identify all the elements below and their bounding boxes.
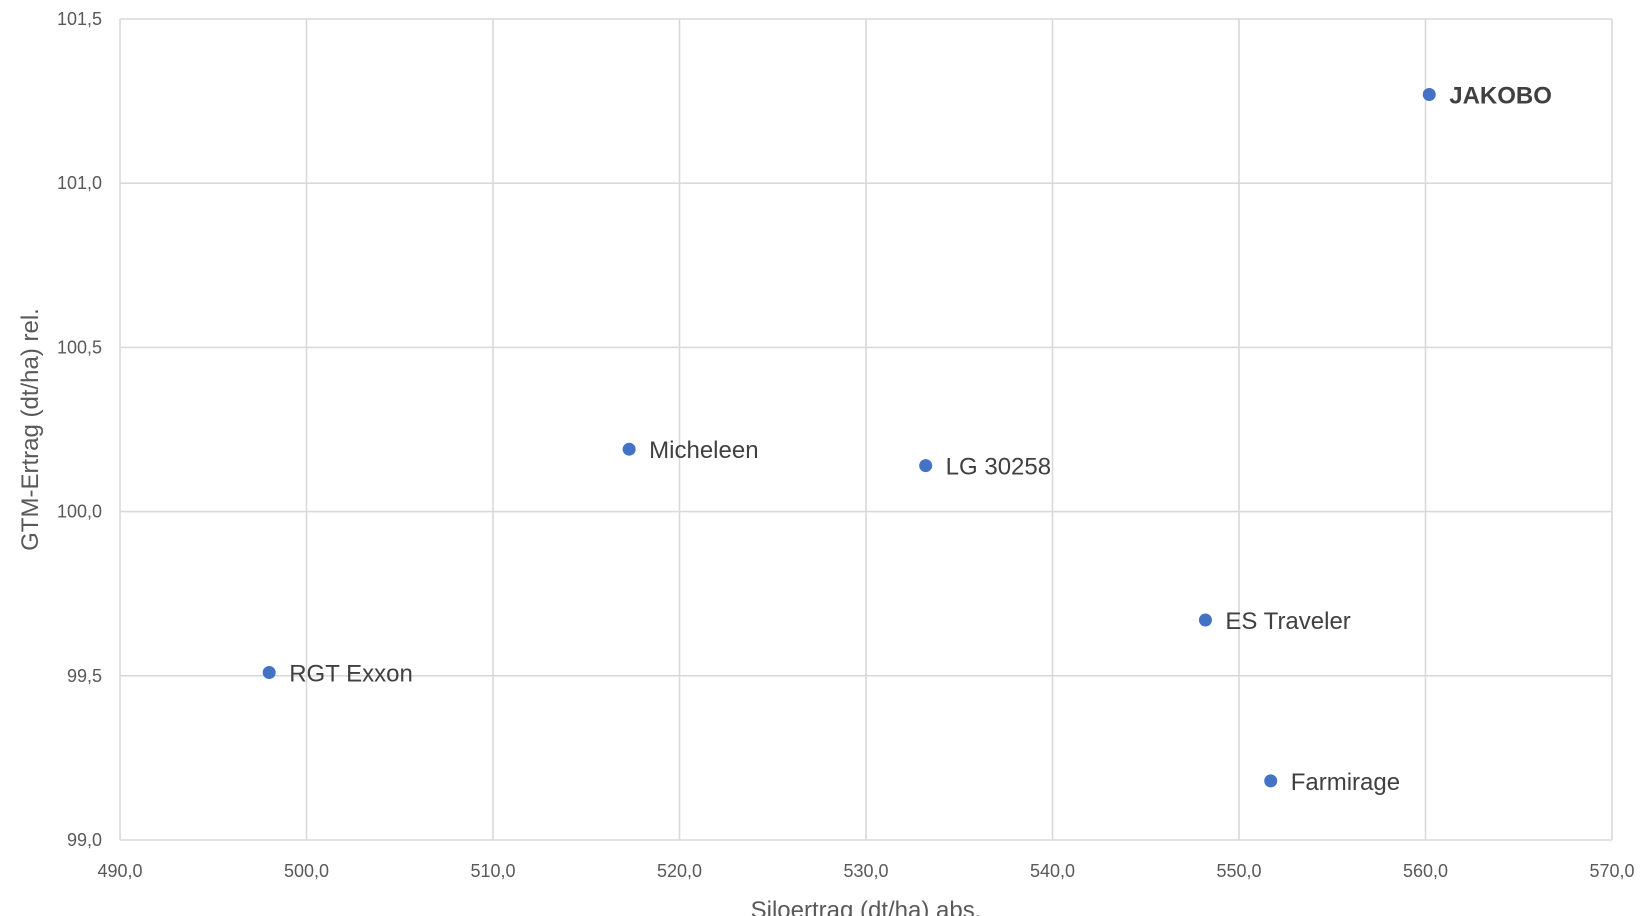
data-point [919,459,933,473]
data-point-label: LG 30258 [946,454,1051,481]
x-tick-label: 570,0 [1589,861,1634,881]
y-tick-label: 99,0 [67,830,102,850]
data-point-label: RGT Exxon [289,661,413,688]
data-point [1422,88,1436,102]
data-point-layer: JAKOBO Micheleen LG 30258 ES Traveler RGT Ex… [262,83,1552,796]
y-axis-title: GTM-Ertrag (dt/ha) rel. [17,308,44,551]
x-tick-label: 510,0 [470,861,515,881]
y-tick-label: 101,5 [57,9,102,29]
data-point [262,666,276,680]
x-tick-label: 540,0 [1030,861,1075,881]
data-point [622,442,636,456]
x-tick-label: 530,0 [843,861,888,881]
data-point-label: Micheleen [649,437,758,464]
x-tick-label: 550,0 [1216,861,1261,881]
y-tick-label: 100,0 [57,502,102,522]
grid-layer [119,18,1613,841]
data-point-label: JAKOBO [1449,83,1552,110]
data-point-label: ES Traveler [1225,608,1350,635]
x-tick-label: 500,0 [284,861,329,881]
x-tick-label: 520,0 [657,861,702,881]
tick-label-layer: 490,0 500,0 510,0 520,0 530,0 540,0 550,0 560,0… [57,9,1635,881]
x-axis-title: Siloertrag (dt/ha) abs. [751,897,982,916]
data-point [1198,613,1212,627]
y-tick-label: 100,5 [57,337,102,357]
data-point [1264,774,1278,788]
y-tick-label: 101,0 [57,173,102,193]
x-tick-label: 490,0 [97,861,142,881]
data-point-label: Farmirage [1291,769,1400,796]
x-tick-label: 560,0 [1403,861,1448,881]
y-tick-label: 99,5 [67,666,102,686]
